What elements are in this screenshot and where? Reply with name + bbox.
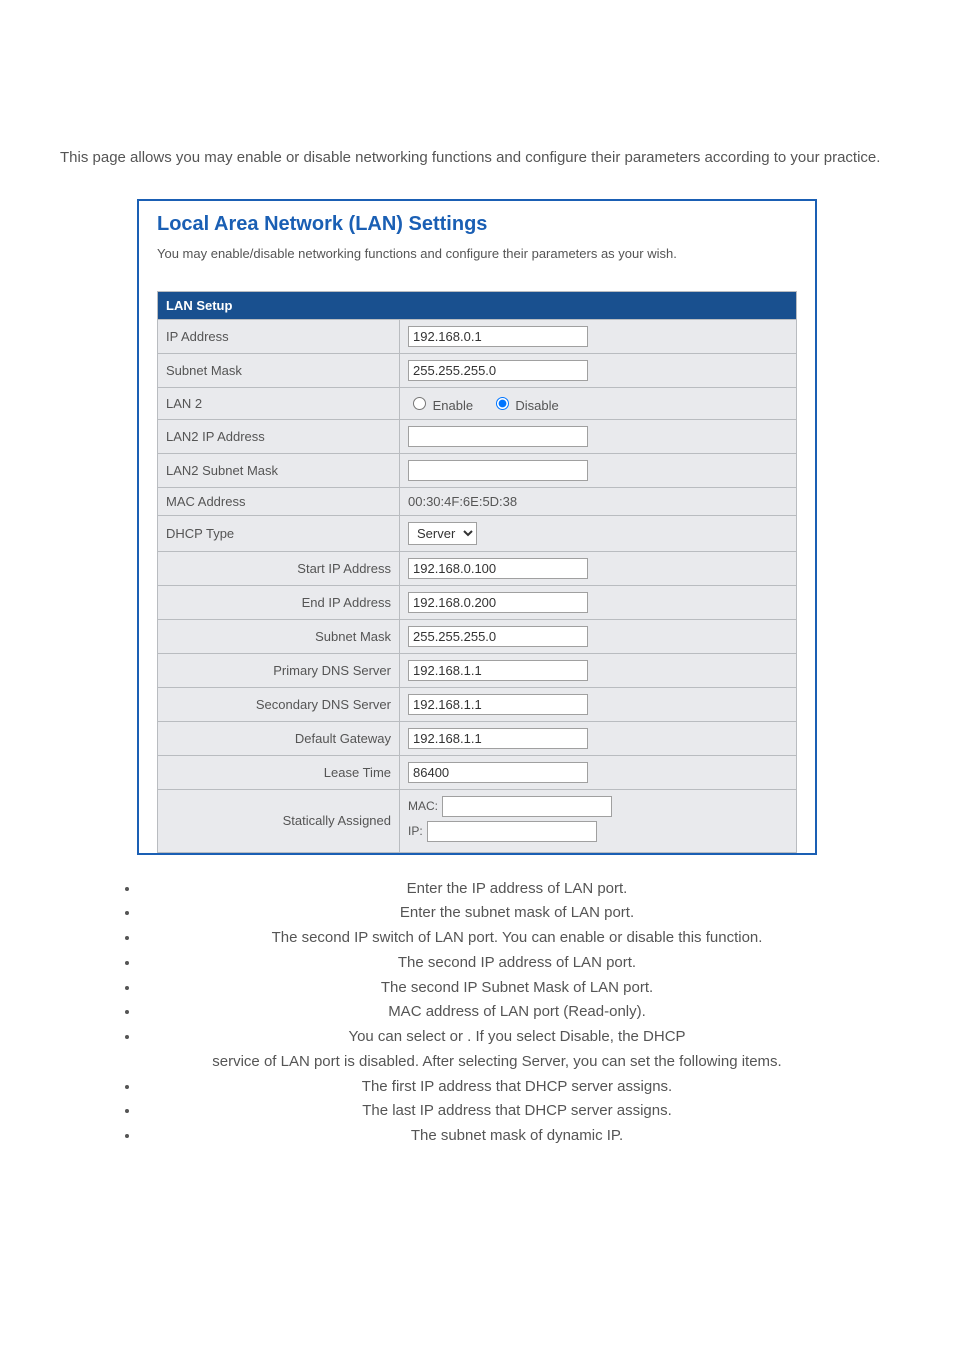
dhcp-mask-cell bbox=[400, 619, 797, 653]
bullet-item: The first IP address that DHCP server as… bbox=[140, 1075, 894, 1100]
bullet-item: You can select or . If you select Disabl… bbox=[140, 1025, 894, 1075]
panel-description: You may enable/disable networking functi… bbox=[157, 246, 797, 261]
sec-dns-label: Secondary DNS Server bbox=[158, 687, 400, 721]
ip-address-cell bbox=[400, 319, 797, 353]
lan2-ip-cell bbox=[400, 419, 797, 453]
lan2-label: LAN 2 bbox=[158, 387, 400, 419]
start-ip-cell bbox=[400, 551, 797, 585]
description-list: Enter the IP address of LAN port. Enter … bbox=[60, 877, 894, 1149]
bullet-item: The second IP switch of LAN port. You ca… bbox=[140, 926, 894, 951]
pri-dns-input[interactable] bbox=[408, 660, 588, 681]
bullet-item: The second IP Subnet Mask of LAN port. bbox=[140, 976, 894, 1001]
end-ip-input[interactable] bbox=[408, 592, 588, 613]
bullet-item: Enter the subnet mask of LAN port. bbox=[140, 901, 894, 926]
lease-label: Lease Time bbox=[158, 755, 400, 789]
static-mac-input[interactable] bbox=[442, 796, 612, 817]
lan2-ip-input[interactable] bbox=[408, 426, 588, 447]
static-mac-label: MAC: bbox=[408, 799, 438, 813]
dhcp-type-cell: Server bbox=[400, 515, 797, 551]
section-header: LAN Setup bbox=[158, 291, 797, 319]
lan2-disable-text: Disable bbox=[515, 398, 558, 413]
mac-cell: 00:30:4F:6E:5D:38 bbox=[400, 487, 797, 515]
lease-input[interactable] bbox=[408, 762, 588, 783]
subnet-mask-cell bbox=[400, 353, 797, 387]
sec-dns-input[interactable] bbox=[408, 694, 588, 715]
lan2-mask-label: LAN2 Subnet Mask bbox=[158, 453, 400, 487]
lan2-cell: Enable Disable bbox=[400, 387, 797, 419]
subnet-mask-input[interactable] bbox=[408, 360, 588, 381]
static-label: Statically Assigned bbox=[158, 789, 400, 852]
lan2-enable-radio[interactable] bbox=[413, 397, 426, 410]
lease-cell bbox=[400, 755, 797, 789]
bullet-item: Enter the IP address of LAN port. bbox=[140, 877, 894, 902]
end-ip-cell bbox=[400, 585, 797, 619]
bullet-item: The last IP address that DHCP server ass… bbox=[140, 1099, 894, 1124]
dhcp-mask-input[interactable] bbox=[408, 626, 588, 647]
lan2-enable-option[interactable]: Enable bbox=[408, 398, 477, 413]
ip-address-input[interactable] bbox=[408, 326, 588, 347]
dhcp-mask-label: Subnet Mask bbox=[158, 619, 400, 653]
sec-dns-cell bbox=[400, 687, 797, 721]
lan2-disable-radio[interactable] bbox=[496, 397, 509, 410]
dhcp-type-select[interactable]: Server bbox=[408, 522, 477, 545]
gateway-input[interactable] bbox=[408, 728, 588, 749]
end-ip-label: End IP Address bbox=[158, 585, 400, 619]
bullet6-extra: service of LAN port is disabled. After s… bbox=[100, 1050, 894, 1075]
lan2-mask-cell bbox=[400, 453, 797, 487]
lan2-ip-label: LAN2 IP Address bbox=[158, 419, 400, 453]
pri-dns-label: Primary DNS Server bbox=[158, 653, 400, 687]
mac-label: MAC Address bbox=[158, 487, 400, 515]
ip-address-label: IP Address bbox=[158, 319, 400, 353]
lan2-enable-text: Enable bbox=[433, 398, 473, 413]
mac-value: 00:30:4F:6E:5D:38 bbox=[408, 494, 517, 509]
lan-settings-panel: Local Area Network (LAN) Settings You ma… bbox=[137, 199, 817, 855]
static-ip-input[interactable] bbox=[427, 821, 597, 842]
static-ip-label: IP: bbox=[408, 824, 423, 838]
gateway-label: Default Gateway bbox=[158, 721, 400, 755]
start-ip-label: Start IP Address bbox=[158, 551, 400, 585]
gateway-cell bbox=[400, 721, 797, 755]
subnet-mask-label: Subnet Mask bbox=[158, 353, 400, 387]
panel-title: Local Area Network (LAN) Settings bbox=[157, 213, 797, 236]
lan-setup-table: LAN Setup IP Address Subnet Mask LAN 2 bbox=[157, 291, 797, 853]
bullet-item: MAC address of LAN port (Read-only). bbox=[140, 1000, 894, 1025]
bullet-item: The second IP address of LAN port. bbox=[140, 951, 894, 976]
static-cell: MAC: IP: bbox=[400, 789, 797, 852]
lan2-mask-input[interactable] bbox=[408, 460, 588, 481]
start-ip-input[interactable] bbox=[408, 558, 588, 579]
pri-dns-cell bbox=[400, 653, 797, 687]
dhcp-type-label: DHCP Type bbox=[158, 515, 400, 551]
bullet-item: The subnet mask of dynamic IP. bbox=[140, 1124, 894, 1149]
intro-text: This page allows you may enable or disab… bbox=[60, 145, 894, 171]
lan2-disable-option[interactable]: Disable bbox=[491, 398, 559, 413]
